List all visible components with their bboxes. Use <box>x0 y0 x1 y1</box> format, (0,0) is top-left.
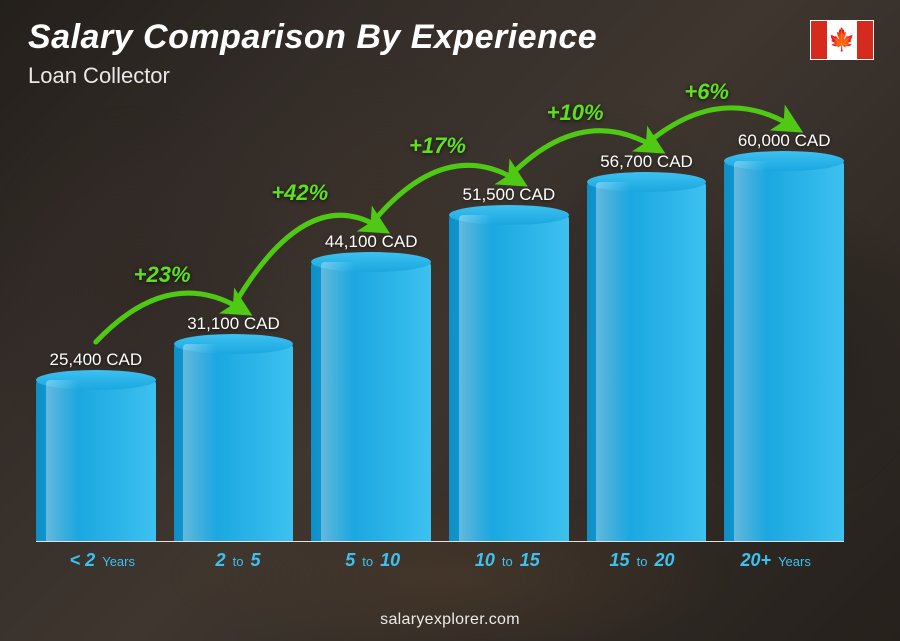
bar-top-ellipse <box>449 205 569 225</box>
x-tick: 5 to 10 <box>305 542 440 577</box>
bar-value-label: 60,000 CAD <box>738 131 831 151</box>
x-axis: < 2 Years2 to 55 to 1010 to 1515 to 2020… <box>36 541 844 577</box>
bar-slot: 51,500 CAD <box>449 107 569 541</box>
growth-label: +10% <box>547 100 604 126</box>
flag-stripe-right <box>857 21 873 59</box>
x-tick: 2 to 5 <box>171 542 306 577</box>
x-tick: < 2 Years <box>36 542 171 577</box>
bar-body <box>449 215 569 541</box>
page-subtitle: Loan Collector <box>28 63 872 89</box>
bar-slot: 60,000 CAD <box>724 107 844 541</box>
bar-body <box>36 380 156 541</box>
bar <box>311 262 431 541</box>
bar-top-ellipse <box>36 370 156 390</box>
bar-value-label: 56,700 CAD <box>600 152 693 172</box>
bar-top-ellipse <box>587 172 707 192</box>
bar-slot: 25,400 CAD <box>36 107 156 541</box>
bar-value-label: 51,500 CAD <box>463 185 556 205</box>
bar <box>174 344 294 541</box>
bar-body <box>311 262 431 541</box>
bar-top-ellipse <box>174 334 294 354</box>
flag-center: 🍁 <box>827 21 857 59</box>
bar-top-ellipse <box>724 151 844 171</box>
growth-label: +23% <box>134 262 191 288</box>
bar-body <box>724 161 844 541</box>
bar <box>587 182 707 541</box>
bar-slot: 31,100 CAD <box>174 107 294 541</box>
bar <box>36 380 156 541</box>
bar-value-label: 25,400 CAD <box>50 350 143 370</box>
x-tick: 10 to 15 <box>440 542 575 577</box>
growth-label: +42% <box>271 180 328 206</box>
bar-value-label: 44,100 CAD <box>325 232 418 252</box>
header: Salary Comparison By Experience Loan Col… <box>28 18 872 89</box>
bar-value-label: 31,100 CAD <box>187 314 280 334</box>
bar-body <box>174 344 294 541</box>
growth-label: +17% <box>409 133 466 159</box>
salary-bar-chart: 25,400 CAD 31,100 CAD 44,100 CAD 51,500 CAD… <box>36 107 844 577</box>
bar <box>449 215 569 541</box>
bar-slot: 56,700 CAD <box>587 107 707 541</box>
footer-credit: salaryexplorer.com <box>0 611 900 629</box>
bars-container: 25,400 CAD 31,100 CAD 44,100 CAD 51,500 CAD… <box>36 107 844 541</box>
page-title: Salary Comparison By Experience <box>28 18 872 57</box>
bar <box>724 161 844 541</box>
flag-stripe-left <box>811 21 827 59</box>
maple-leaf-icon: 🍁 <box>828 29 855 51</box>
bar-top-ellipse <box>311 252 431 272</box>
x-tick: 15 to 20 <box>575 542 710 577</box>
bar-slot: 44,100 CAD <box>311 107 431 541</box>
country-flag-canada: 🍁 <box>810 20 874 60</box>
bar-body <box>587 182 707 541</box>
growth-label: +6% <box>684 79 729 105</box>
x-tick: 20+ Years <box>709 542 844 577</box>
